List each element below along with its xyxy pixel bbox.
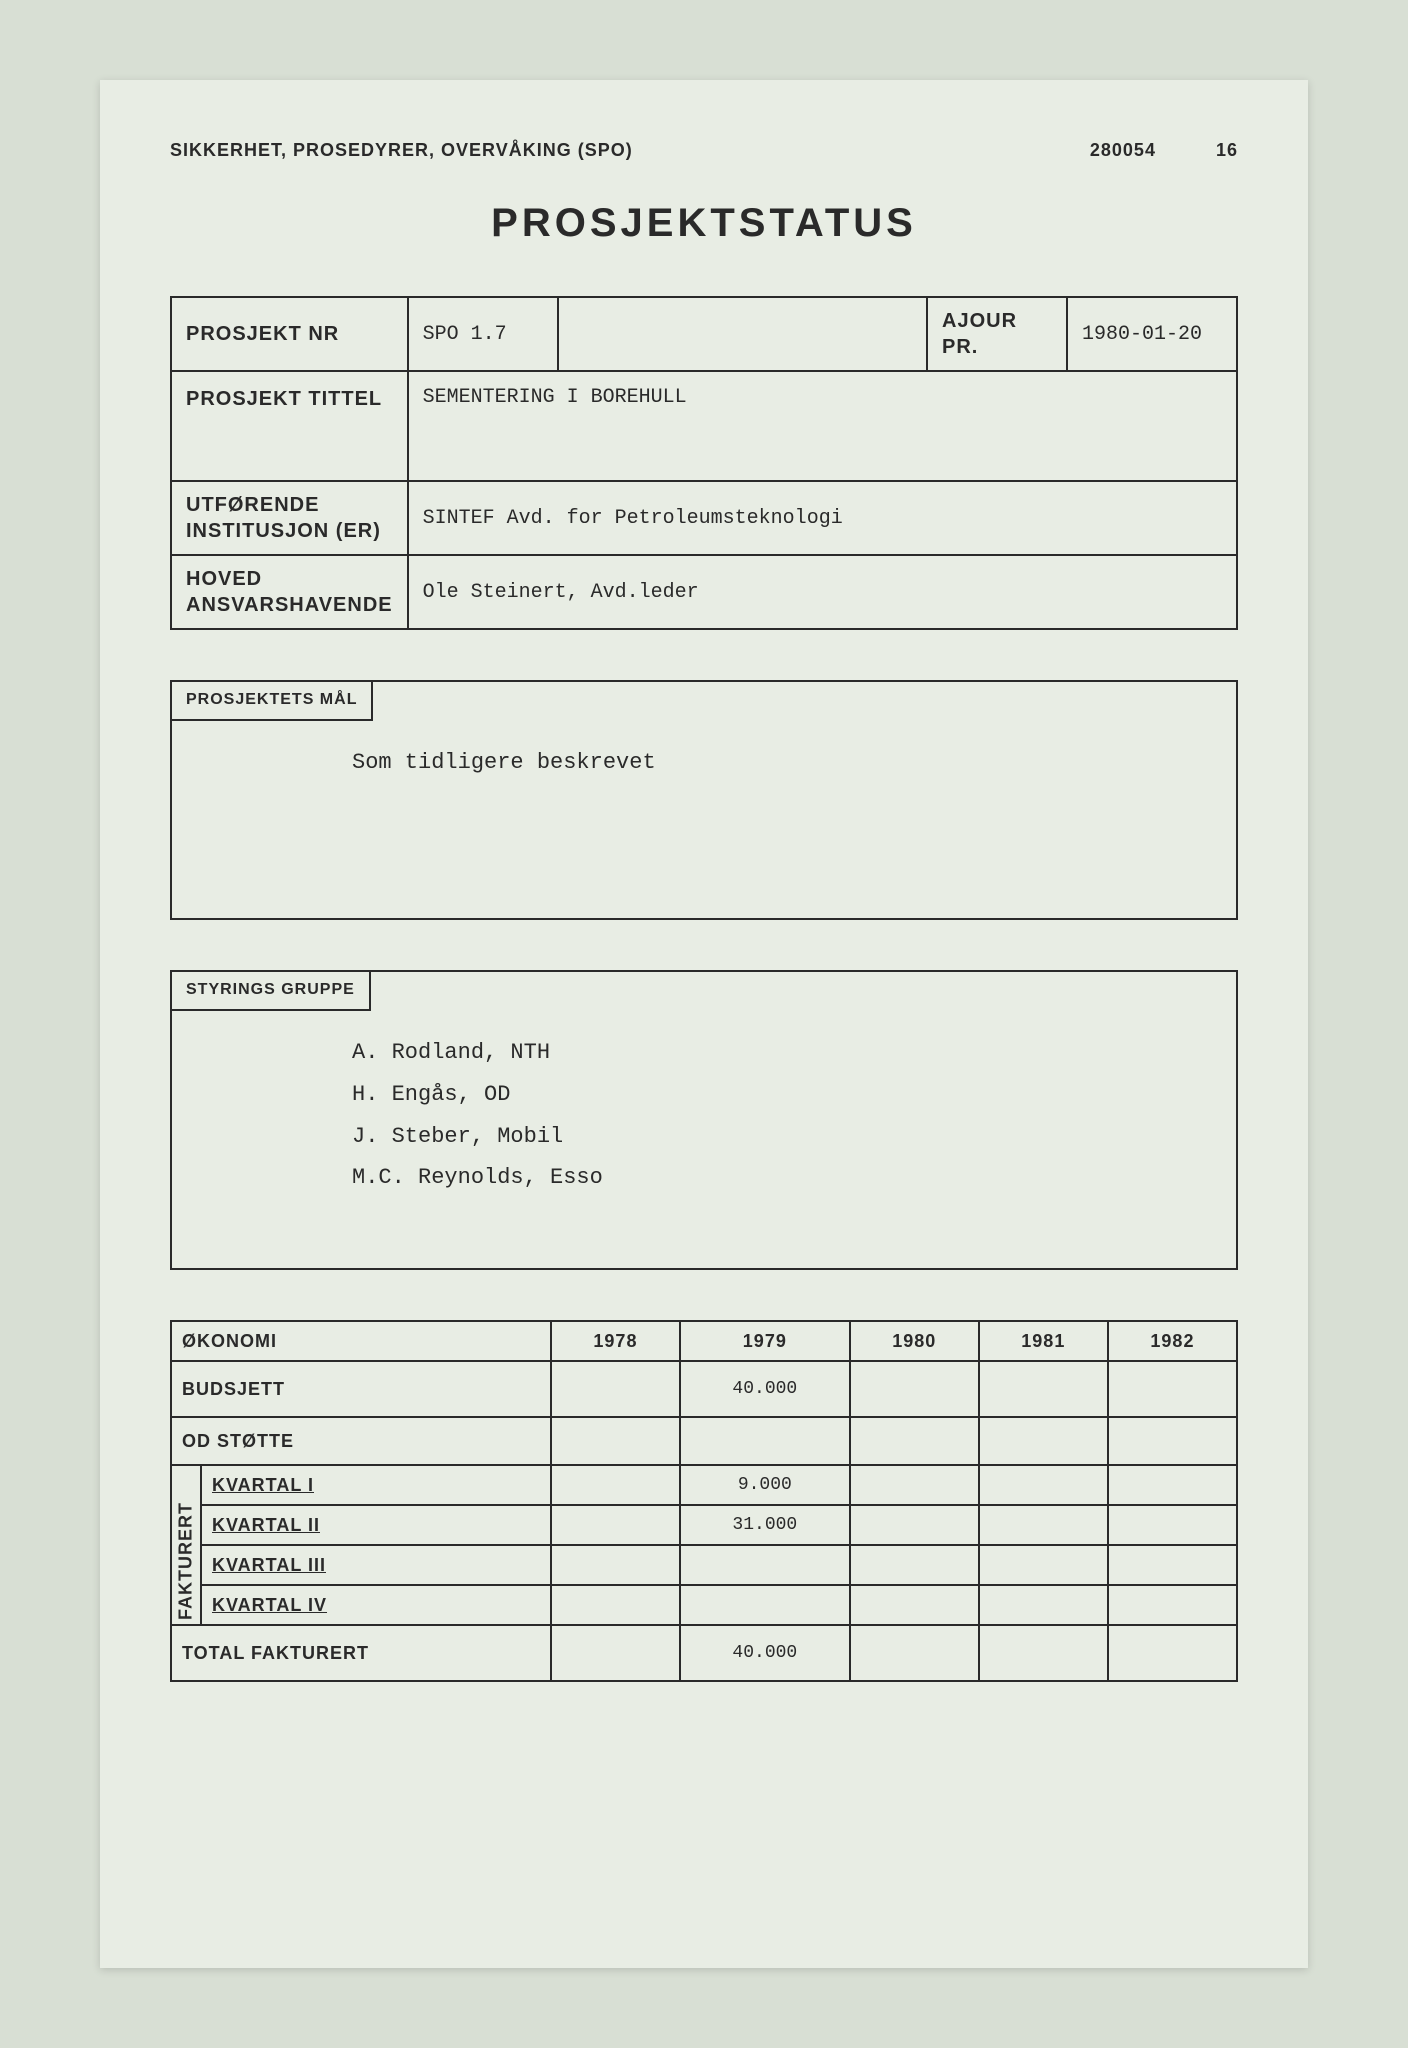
total-1980 [850,1625,979,1681]
budsjett-1979: 40.000 [680,1361,850,1417]
kv2-1982 [1108,1505,1237,1545]
prosjekt-nr-label: PROSJEKT NR [171,297,408,371]
year-1980: 1980 [850,1321,979,1361]
year-1982: 1982 [1108,1321,1237,1361]
kv4-1982 [1108,1585,1237,1625]
header-left: SIKKERHET, PROSEDYRER, OVERVÅKING (SPO) [170,140,633,161]
ajour-label: AJOUR PR. [927,297,1067,371]
budsjett-1978 [551,1361,680,1417]
kv1-1981 [979,1465,1108,1505]
kv3-1979 [680,1545,850,1585]
maal-content: Som tidligere beskrevet [352,742,1196,784]
maal-tab: PROSJEKTETS MÅL [170,680,373,721]
styring-section: STYRINGS GRUPPE A. Rodland, NTH H. Engås… [170,970,1238,1270]
odstotte-label: OD STØTTE [171,1417,551,1465]
kvartal-2-label: KVARTAL II [201,1505,551,1545]
kv4-1979 [680,1585,850,1625]
budsjett-1980 [850,1361,979,1417]
styring-member: M.C. Reynolds, Esso [352,1157,1196,1199]
document-page: SIKKERHET, PROSEDYRER, OVERVÅKING (SPO) … [100,80,1308,1968]
budsjett-1981 [979,1361,1108,1417]
kvartal-1-label: KVARTAL I [201,1465,551,1505]
total-1981 [979,1625,1108,1681]
okonomi-header: ØKONOMI [171,1321,551,1361]
ajour-date: 1980-01-20 [1067,297,1237,371]
kv1-1978 [551,1465,680,1505]
ansvar-value: Ole Steinert, Avd.leder [408,555,1237,629]
odstotte-1981 [979,1417,1108,1465]
tittel-label: PROSJEKT TITTEL [171,371,408,481]
kv3-1981 [979,1545,1108,1585]
kv1-1982 [1108,1465,1237,1505]
okonomi-table: ØKONOMI 1978 1979 1980 1981 1982 BUDSJET… [170,1320,1238,1682]
kv3-1980 [850,1545,979,1585]
total-1979: 40.000 [680,1625,850,1681]
page-title: PROSJEKTSTATUS [170,201,1238,246]
ansvar-label: HOVED ANSVARSHAVENDE [171,555,408,629]
prosjekt-nr-value: SPO 1.7 [408,297,558,371]
year-1979: 1979 [680,1321,850,1361]
kvartal-3-label: KVARTAL III [201,1545,551,1585]
kv3-1982 [1108,1545,1237,1585]
kv4-1981 [979,1585,1108,1625]
doc-number: 280054 [1090,140,1156,161]
maal-section: PROSJEKTETS MÅL Som tidligere beskrevet [170,680,1238,920]
total-1978 [551,1625,680,1681]
odstotte-1980 [850,1417,979,1465]
styring-tab: STYRINGS GRUPPE [170,970,371,1011]
total-1982 [1108,1625,1237,1681]
odstotte-1982 [1108,1417,1237,1465]
styring-member: H. Engås, OD [352,1074,1196,1116]
institusjon-value: SINTEF Avd. for Petroleumsteknologi [408,481,1237,555]
styring-member: A. Rodland, NTH [352,1032,1196,1074]
odstotte-1978 [551,1417,680,1465]
year-1981: 1981 [979,1321,1108,1361]
budsjett-1982 [1108,1361,1237,1417]
styring-member: J. Steber, Mobil [352,1116,1196,1158]
institusjon-label: UTFØRENDE INSTITUSJON (ER) [171,481,408,555]
total-label: TOTAL FAKTURERT [171,1625,551,1681]
kv4-1980 [850,1585,979,1625]
empty-cell [558,297,927,371]
odstotte-1979 [680,1417,850,1465]
header-right: 280054 16 [1090,140,1238,161]
kv2-1978 [551,1505,680,1545]
kv1-1979: 9.000 [680,1465,850,1505]
budsjett-label: BUDSJETT [171,1361,551,1417]
styring-content: A. Rodland, NTH H. Engås, OD J. Steber, … [352,1032,1196,1199]
kv2-1979: 31.000 [680,1505,850,1545]
page-header: SIKKERHET, PROSEDYRER, OVERVÅKING (SPO) … [170,140,1238,161]
kv3-1978 [551,1545,680,1585]
year-1978: 1978 [551,1321,680,1361]
project-info-table: PROSJEKT NR SPO 1.7 AJOUR PR. 1980-01-20… [170,296,1238,630]
kv4-1978 [551,1585,680,1625]
fakturert-vertical-label: FAKTURERT [171,1465,201,1625]
tittel-value: SEMENTERING I BOREHULL [408,371,1237,481]
kvartal-4-label: KVARTAL IV [201,1585,551,1625]
page-number: 16 [1216,140,1238,161]
kv2-1981 [979,1505,1108,1545]
kv2-1980 [850,1505,979,1545]
kv1-1980 [850,1465,979,1505]
